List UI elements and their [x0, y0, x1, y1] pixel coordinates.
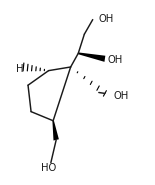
Polygon shape: [78, 52, 105, 62]
Text: OH: OH: [113, 91, 128, 101]
Text: OH: OH: [108, 55, 123, 65]
Text: OH: OH: [98, 14, 113, 24]
Text: H: H: [16, 64, 23, 74]
Text: HO: HO: [41, 163, 56, 173]
Polygon shape: [52, 121, 59, 140]
